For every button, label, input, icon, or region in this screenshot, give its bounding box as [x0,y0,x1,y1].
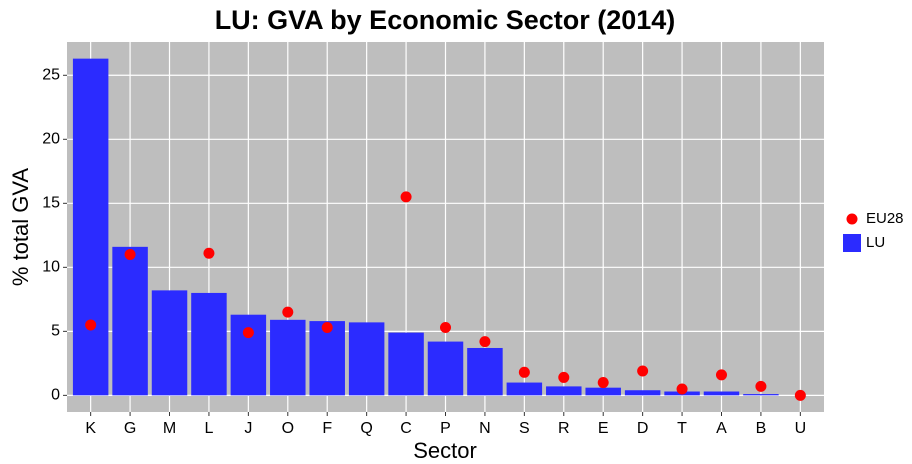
bar [309,321,345,396]
bar [230,314,267,396]
y-tick-label: 10 [42,259,60,276]
bar [151,290,188,396]
point [637,365,649,377]
x-tick-label: A [716,420,727,437]
y-tick-label: 15 [42,195,60,212]
x-tick-label: S [519,420,530,437]
bar [427,341,464,396]
y-tick-label: 20 [42,131,60,148]
chart-title: LU: GVA by Economic Sector (2014) [215,5,676,35]
bar [388,332,424,396]
bar [191,292,227,396]
point [715,369,727,381]
bar [743,394,779,396]
point [400,191,412,203]
x-tick-label: R [558,420,570,437]
point [282,306,294,318]
x-tick-label: N [479,420,491,437]
bar [506,382,543,396]
y-tick-label: 5 [51,323,60,340]
bar [703,391,740,396]
point [321,322,333,334]
bar [270,319,306,396]
point [676,383,688,395]
legend-label: LU [866,234,885,251]
y-axis-label: % total GVA [8,168,33,287]
point [518,366,530,378]
bar [585,387,621,396]
x-tick-label: P [440,420,451,437]
point [755,380,767,392]
point [124,249,136,261]
y-tick-label: 0 [51,387,60,404]
point [242,327,254,339]
x-tick-label: E [598,420,609,437]
legend-label: EU28 [866,210,904,227]
x-tick-label: C [400,420,412,437]
bar [546,386,582,396]
point [440,322,451,334]
legend-swatch [843,234,861,252]
x-tick-label: B [756,420,767,437]
bar [624,390,661,396]
x-tick-label: T [677,420,687,437]
point [203,247,215,259]
x-tick-label: M [163,420,176,437]
x-tick-label: D [637,420,649,437]
bar [112,246,148,396]
y-tick-label: 25 [42,67,60,84]
legend-swatch [846,213,858,225]
point [558,371,570,383]
x-tick-label: Q [360,420,372,437]
x-tick-label: U [795,420,807,437]
bar [348,322,385,396]
x-tick-label: K [85,420,96,437]
bar [72,58,109,396]
x-tick-label: G [124,420,136,437]
point [794,389,806,401]
x-tick-label: O [282,420,294,437]
x-tick-label: F [322,420,332,437]
x-tick-label: L [204,420,213,437]
point [597,377,609,389]
point [479,336,491,348]
x-axis-label: Sector [413,438,477,463]
x-tick-label: J [244,420,252,437]
point [85,319,97,331]
bar [467,347,503,396]
